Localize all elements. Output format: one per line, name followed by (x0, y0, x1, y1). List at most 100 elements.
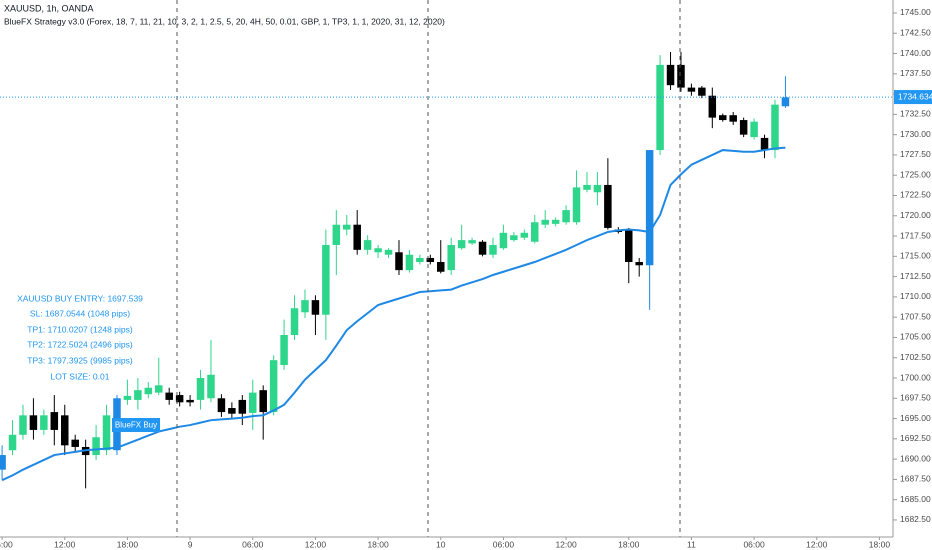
y-tick-label: 1685.00 (900, 494, 931, 504)
candle-body (395, 252, 403, 271)
y-tick-label: 1712.50 (900, 271, 931, 281)
y-tick-label: 1687.50 (900, 474, 931, 484)
candle-body (625, 229, 633, 263)
candle-body (666, 64, 675, 86)
candle-body (583, 184, 591, 190)
y-tick-label: 1717.50 (900, 230, 931, 240)
candle-body (259, 390, 267, 413)
candle-body (102, 415, 111, 451)
y-tick-label: 1737.50 (900, 68, 931, 78)
candle-body (645, 150, 654, 266)
candle-body (50, 412, 59, 430)
x-tick-label: 18:00 (367, 539, 389, 549)
x-tick-label: 12:00 (305, 539, 327, 549)
candle-body (719, 115, 727, 121)
x-tick-label: 06:00 (743, 539, 765, 549)
y-tick-label: 1742.50 (900, 28, 931, 38)
candle-body (541, 219, 549, 225)
candle-body (363, 240, 372, 250)
x-tick-label: 12:00 (54, 539, 76, 549)
y-tick-label: 1715.00 (900, 251, 931, 261)
candle-body (71, 439, 79, 447)
y-tick-label: 1710.00 (900, 291, 931, 301)
candle-body (290, 308, 299, 336)
last-price-label: 1734.634 (898, 91, 932, 101)
candle-body (374, 248, 382, 253)
info-line: SL: 1687.0544 (1048 pips) (30, 308, 130, 318)
candle-body (698, 87, 706, 96)
candle-body (217, 398, 226, 413)
candle-body (92, 437, 100, 456)
candle-body (416, 257, 424, 263)
candle-body (437, 262, 445, 272)
candle-body (0, 455, 6, 470)
y-tick-label: 1725.00 (900, 169, 931, 179)
y-tick-label: 1730.00 (900, 129, 931, 139)
candle-body (144, 387, 153, 395)
candle-body (238, 399, 247, 414)
candle-body (510, 235, 518, 241)
y-tick-label: 1732.50 (900, 109, 931, 119)
candle-body (29, 415, 38, 430)
candle-body (457, 240, 466, 249)
candle-body (175, 395, 184, 403)
candle-body (478, 241, 487, 255)
candle-body (155, 385, 163, 393)
candle-body (687, 87, 696, 92)
candle-body (739, 120, 748, 135)
info-line: TP1: 1710.0207 (1248 pips) (27, 324, 133, 334)
y-tick-label: 1695.00 (900, 413, 931, 423)
y-tick-label: 1700.00 (900, 372, 931, 382)
candle-body (604, 184, 612, 228)
candle-body (635, 262, 643, 266)
candle-body (353, 224, 361, 250)
candle-body (531, 222, 539, 242)
x-tick-label: 06:00 (0, 539, 13, 549)
candle-body (468, 240, 476, 244)
candle-body (61, 415, 69, 446)
candle-body (771, 104, 779, 151)
candle-body (520, 232, 529, 238)
candle-body (19, 415, 27, 435)
candle-body (572, 187, 581, 223)
candle-body (165, 392, 173, 400)
candle-body (426, 257, 435, 263)
y-tick-label: 1697.50 (900, 393, 931, 403)
y-tick-label: 1745.00 (900, 7, 931, 17)
info-panel: XAUUSD BUY ENTRY: 1697.539 SL: 1687.0544… (17, 293, 143, 381)
candle-body (134, 390, 142, 400)
candle-body (656, 64, 664, 151)
moving-average (1, 146, 786, 482)
indicator-title: BlueFX Strategy v3.0 (Forex, 18, 7, 11, … (4, 16, 445, 26)
signal-label-box (112, 418, 160, 432)
candle-body (249, 392, 257, 413)
candle-body (280, 335, 288, 366)
candle-body (311, 300, 320, 315)
info-line: LOT SIZE: 0.01 (51, 371, 110, 381)
candle-body (269, 360, 278, 413)
candle-body (708, 95, 717, 118)
y-tick-label: 1692.50 (900, 433, 931, 443)
y-tick-label: 1722.50 (900, 190, 931, 200)
candle-body (228, 408, 236, 414)
y-tick-label: 1720.00 (900, 210, 931, 220)
candle-body (343, 224, 351, 230)
candle-body (593, 184, 602, 193)
x-tick-label: 11 (687, 539, 696, 549)
x-tick-label: 12:00 (555, 539, 577, 549)
x-tick-label: 06:00 (242, 539, 264, 549)
candle-body (332, 224, 341, 245)
y-tick-label: 1740.00 (900, 48, 931, 58)
info-line: XAUUSD BUY ENTRY: 1697.539 (17, 293, 143, 303)
x-tick-label: 18:00 (618, 539, 640, 549)
candle-body (750, 121, 758, 138)
y-tick-label: 1727.50 (900, 149, 931, 159)
info-line: TP3: 1797.3925 (9985 pips) (27, 355, 133, 365)
x-tick-label: 06:00 (493, 539, 515, 549)
signal-label: BlueFX Buy (115, 421, 157, 430)
y-tick-label: 1702.50 (900, 352, 931, 362)
candle-body (186, 399, 194, 403)
candle-body (551, 219, 560, 224)
candle-body (207, 374, 215, 399)
